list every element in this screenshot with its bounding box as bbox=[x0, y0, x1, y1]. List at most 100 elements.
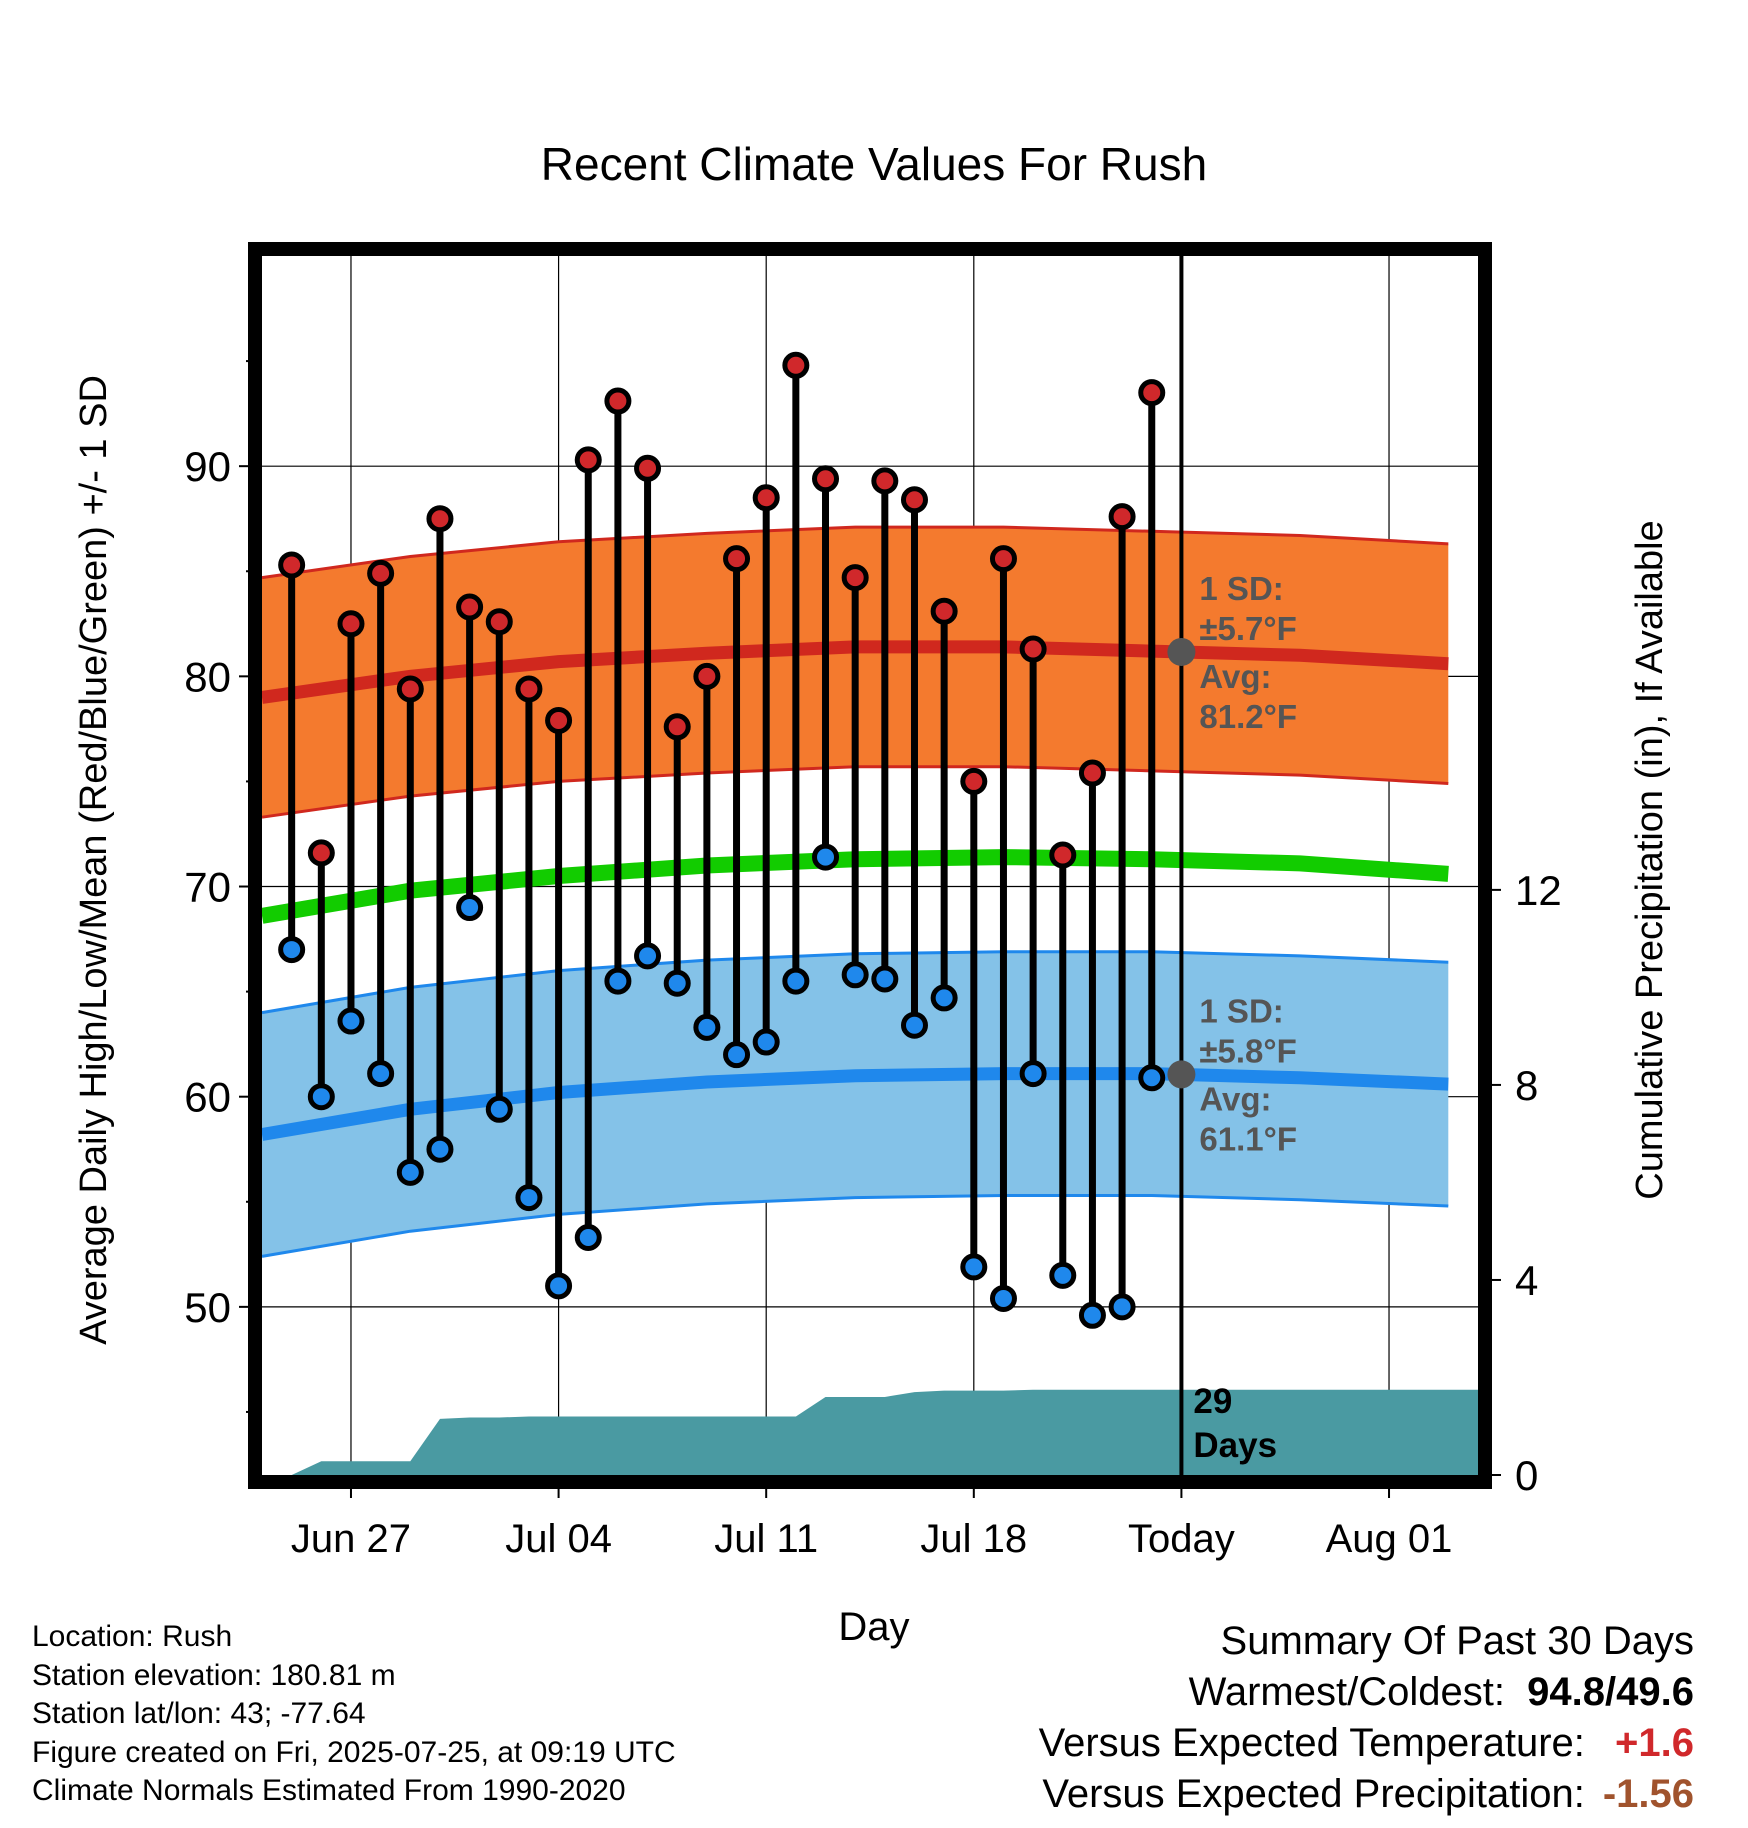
summary-precip-label: Versus Expected Precipitation: bbox=[1042, 1772, 1585, 1816]
x-axis-label: Day bbox=[838, 1605, 909, 1649]
summary-warm-cold-value: 94.8/49.6 bbox=[1527, 1670, 1694, 1714]
high-temp-point bbox=[812, 465, 840, 493]
high-temp-point bbox=[693, 662, 721, 690]
high-temp-point bbox=[989, 545, 1017, 573]
low-temp-point bbox=[1049, 1261, 1077, 1289]
low-temp-point bbox=[396, 1158, 424, 1186]
low-temp-point bbox=[456, 894, 484, 922]
x-tick-label-today: Today bbox=[1128, 1517, 1235, 1561]
high-temp-point bbox=[1138, 379, 1166, 407]
high-temp-point bbox=[485, 608, 513, 636]
low-band-lower-edge bbox=[261, 1194, 1449, 1258]
low-temp-point bbox=[989, 1284, 1017, 1312]
low-temp-point bbox=[960, 1253, 988, 1281]
low-temp-point bbox=[337, 1007, 365, 1035]
info-elevation: Station elevation: 180.81 m bbox=[32, 1658, 396, 1692]
low-sd-value: ±5.8°F bbox=[1199, 1032, 1296, 1069]
low-temp-point bbox=[663, 969, 691, 997]
chart-title: Recent Climate Values For Rush bbox=[541, 138, 1207, 190]
high-temp-point bbox=[545, 706, 573, 734]
high-temp-point bbox=[1108, 503, 1136, 531]
low-temp-point bbox=[367, 1060, 395, 1088]
y-axis-label: Average Daily High/Low/Mean (Red/Blue/Gr… bbox=[73, 375, 115, 1345]
high-temp-point bbox=[456, 593, 484, 621]
summary-temp-row: Versus Expected Temperature: +1.6 bbox=[1039, 1718, 1694, 1769]
y2-tick-label-12: 12 bbox=[1515, 867, 1562, 914]
axes-group: 50 60 70 80 90 0 4 8 12 Jun 27 Jul 04 Jul 11 Jul 18 T… bbox=[184, 360, 1562, 1561]
low-temp-point bbox=[782, 967, 810, 995]
high-temp-point bbox=[426, 505, 454, 533]
low-temp-point bbox=[900, 1011, 928, 1039]
summary-heading: Summary Of Past 30 Days bbox=[1220, 1619, 1694, 1663]
low-temp-point bbox=[1138, 1064, 1166, 1092]
low-temp-point bbox=[1019, 1060, 1047, 1088]
station-info: Location: Rush Station elevation: 180.81… bbox=[32, 1618, 676, 1811]
precip-area bbox=[262, 1389, 1478, 1475]
y2-tick-label-4: 4 bbox=[1515, 1257, 1538, 1304]
high-temp-point bbox=[752, 484, 780, 512]
low-temp-point bbox=[604, 967, 632, 995]
x-tick-label-jul-04: Jul 04 bbox=[505, 1517, 612, 1561]
x-tick-label-jul-11: Jul 11 bbox=[714, 1517, 818, 1561]
precip-area-group bbox=[262, 1389, 1478, 1475]
low-temp-point bbox=[841, 961, 869, 989]
high-temp-point bbox=[1078, 759, 1106, 787]
high-temp-point bbox=[663, 713, 691, 741]
y2-axis-label: Cumulative Precipitation (in), If Availa… bbox=[1629, 520, 1671, 1199]
low-temp-point bbox=[723, 1041, 751, 1069]
today-line-group bbox=[1167, 256, 1196, 1475]
low-temp-point bbox=[1078, 1301, 1106, 1329]
high-temp-point bbox=[930, 597, 958, 625]
low-temp-point bbox=[930, 984, 958, 1012]
summary-temp-value: +1.6 bbox=[1615, 1721, 1694, 1765]
high-temp-point bbox=[1049, 841, 1077, 869]
high-temp-point bbox=[871, 467, 899, 495]
info-normals: Climate Normals Estimated From 1990-2020 bbox=[32, 1774, 626, 1807]
low-temp-point bbox=[574, 1224, 602, 1252]
high-temp-point bbox=[900, 486, 928, 514]
info-location: Location: Rush bbox=[32, 1620, 233, 1653]
today-high-avg-dot bbox=[1167, 637, 1196, 666]
y-tick-label-60: 60 bbox=[184, 1074, 231, 1121]
high-temp-point bbox=[574, 446, 602, 474]
summary-warm-cold-row: Warmest/Coldest: 94.8/49.6 bbox=[1039, 1667, 1694, 1718]
today-low-avg-dot bbox=[1167, 1060, 1196, 1089]
low-temp-point bbox=[812, 843, 840, 871]
x-tick-label-jul-18: Jul 18 bbox=[920, 1517, 1027, 1561]
days-count-label: 29 bbox=[1193, 1382, 1232, 1421]
high-temp-point bbox=[515, 675, 543, 703]
low-avg-value: 61.1°F bbox=[1199, 1120, 1297, 1157]
high-temp-point bbox=[604, 387, 632, 415]
info-latlon: Station lat/lon: 43; -77.64 bbox=[32, 1697, 366, 1730]
summary-warm-cold-label: Warmest/Coldest: bbox=[1188, 1670, 1505, 1714]
high-temp-point bbox=[278, 551, 306, 579]
high-temp-point bbox=[960, 767, 988, 795]
low-sd-label: 1 SD: bbox=[1199, 992, 1283, 1029]
plot-frame bbox=[248, 242, 1492, 1489]
daily-stems-group bbox=[288, 365, 1156, 1316]
days-word-label: Days bbox=[1193, 1426, 1277, 1465]
high-band-upper-edge bbox=[261, 525, 1449, 580]
high-temp-point bbox=[1019, 635, 1047, 663]
y2-tick-label-8: 8 bbox=[1515, 1062, 1538, 1109]
low-normal-line bbox=[260, 1067, 1449, 1141]
y-tick-label-50: 50 bbox=[184, 1284, 231, 1331]
high-temp-point bbox=[841, 564, 869, 592]
x-tick-label-aug-01: Aug 01 bbox=[1326, 1517, 1453, 1561]
daily-markers-group bbox=[278, 351, 1166, 1329]
summary-panel: Summary Of Past 30 Days Warmest/Coldest:… bbox=[1039, 1616, 1694, 1820]
low-avg-label: Avg: bbox=[1199, 1080, 1271, 1117]
high-temp-point bbox=[723, 545, 751, 573]
low-temp-point bbox=[1108, 1293, 1136, 1321]
plot-border bbox=[248, 242, 1492, 1489]
low-temp-point bbox=[307, 1083, 335, 1111]
low-temp-point bbox=[426, 1135, 454, 1163]
low-temp-point bbox=[871, 965, 899, 993]
high-temp-point bbox=[782, 351, 810, 379]
low-temp-point bbox=[752, 1028, 780, 1056]
summary-precip-value: -1.56 bbox=[1602, 1772, 1694, 1816]
low-temp-point bbox=[545, 1272, 573, 1300]
low-temp-point bbox=[634, 942, 662, 970]
